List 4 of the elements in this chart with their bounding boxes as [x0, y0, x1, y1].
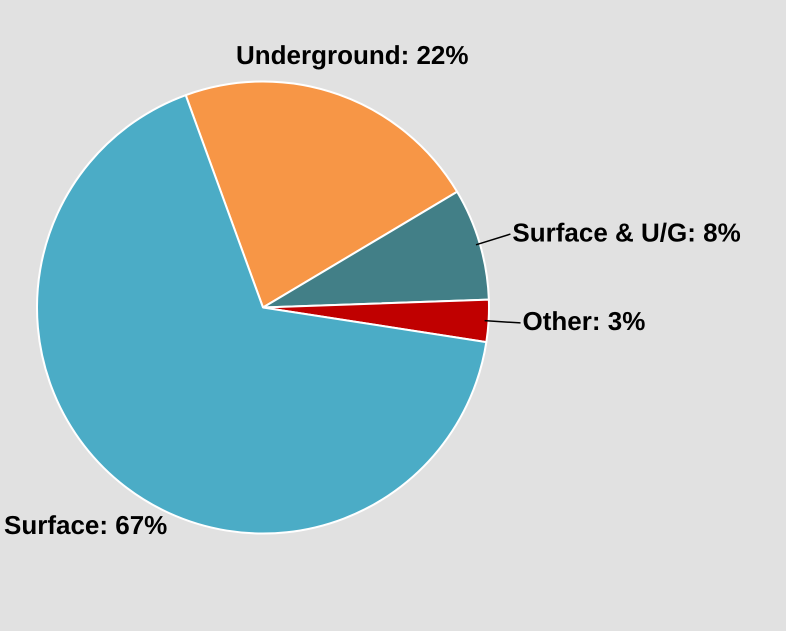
- slice-label: Surface & U/G: 8%: [512, 217, 741, 248]
- slice-label: Underground: 22%: [236, 40, 469, 70]
- slice-label: Surface: 67%: [4, 510, 168, 540]
- slice-label: Other: 3%: [522, 306, 646, 336]
